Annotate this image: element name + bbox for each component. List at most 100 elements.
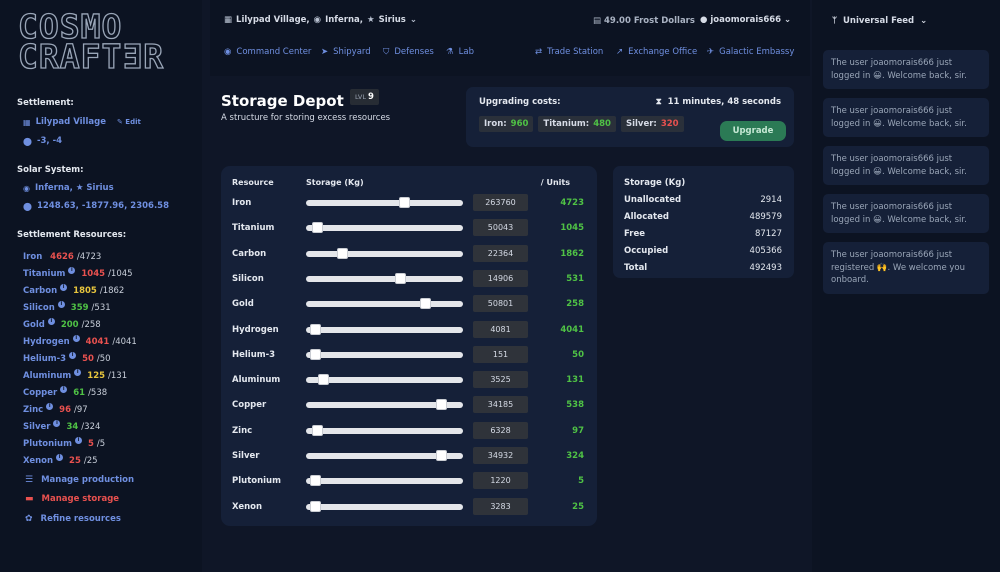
storage-value-input[interactable]: 151 [473,345,528,363]
resource-name: Hydrogen [23,336,70,347]
nav-lab[interactable]: ⚗ Lab [446,47,474,57]
slider-thumb[interactable] [310,348,322,360]
info-icon[interactable]: i [46,403,54,410]
info-icon[interactable]: i [69,352,77,359]
slider-thumb[interactable] [310,475,322,487]
storage-value-input[interactable]: 34185 [473,396,528,414]
slider-thumb[interactable] [419,298,431,310]
nav-label: Command Center [236,47,312,57]
storage-value-input[interactable]: 4081 [473,320,528,338]
resource-value: 5 [87,438,94,449]
edit-settlement-button[interactable]: ✎ Edit [116,118,141,126]
resource-row[interactable]: Helium-3 i 50/50 [23,350,137,367]
slider-thumb[interactable] [435,399,447,411]
storage-slider[interactable] [306,500,463,512]
slider-thumb[interactable] [336,247,348,259]
slider-thumb[interactable] [317,374,329,386]
table-row: Gold 50801 258 [221,295,597,317]
nav-shipyard[interactable]: ➤ Shipyard [321,47,371,57]
feed-header[interactable]: ᛘ Universal Feed ⌄ [832,16,927,26]
storage-slider[interactable] [306,272,463,284]
page-title: Storage Depot [221,92,344,110]
nav-defenses[interactable]: ⛉ Defenses [383,47,434,57]
storage-value-input[interactable]: 6328 [473,421,528,439]
resource-max: /25 [83,455,98,466]
nav-galactic-embassy[interactable]: ✈ Galactic Embassy [707,47,794,57]
slider-thumb[interactable] [435,450,447,461]
storage-value-input[interactable]: 50043 [473,219,528,237]
nav-icon: ⇄ [535,47,543,57]
resource-row[interactable]: Copper i 61/538 [23,384,137,401]
menu-item-refine-resources[interactable]: ✿ Refine resources [25,514,121,524]
info-icon[interactable]: i [60,284,68,291]
storage-slider[interactable] [306,298,463,310]
storage-value-input[interactable]: 34932 [473,447,528,464]
table-row: Copper 34185 538 [221,396,597,418]
location-selector[interactable]: ▦ Lilypad Village, ◉ Inferna, ★ Sirius ⌄ [224,15,417,25]
resource-row[interactable]: Silicon i 359/531 [23,299,137,316]
info-icon[interactable]: i [47,318,55,325]
info-icon[interactable]: i [60,386,68,393]
storage-value-input[interactable]: 3283 [473,497,528,515]
slider-thumb[interactable] [310,323,322,335]
storage-slider[interactable] [306,247,463,259]
slider-thumb[interactable] [311,424,323,436]
user-menu[interactable]: ● joaomorais666 ⌄ [700,15,791,25]
nav-trade-station[interactable]: ⇄ Trade Station [535,47,603,57]
info-icon[interactable]: i [68,267,76,274]
solar-name-row: ◉ Inferna, ★ Sirius [23,183,114,193]
storage-slider[interactable] [306,197,463,208]
info-icon[interactable]: i [74,369,82,376]
resource-row[interactable]: Xenon i 25/25 [23,452,137,469]
storage-value-input[interactable]: 22364 [473,244,528,262]
summary-value: 2914 [760,195,782,205]
cost-badge: Iron: 960 [479,116,534,132]
storage-value-input[interactable]: 3525 [473,371,528,389]
summary-row: Free 87127 [624,229,782,239]
cost-badge: Titanium: 480 [538,116,616,132]
upgrade-button[interactable]: Upgrade [720,121,786,141]
resource-row[interactable]: Plutonium i 5/5 [23,435,137,452]
resource-row[interactable]: Titanium i 1045/1045 [23,265,137,282]
storage-slider[interactable] [306,374,463,386]
resources-heading: Settlement Resources: [17,230,127,240]
resource-name: Gold [23,319,45,330]
storage-slider[interactable] [306,348,463,360]
resource-row[interactable]: Iron 4626/4723 [23,248,137,265]
resource-name: Plutonium [23,438,72,449]
resource-row[interactable]: Aluminum i 125/131 [23,367,137,384]
resource-row[interactable]: Hydrogen i 4041/4041 [23,333,137,350]
storage-slider[interactable] [306,424,463,436]
storage-value-input[interactable]: 1220 [473,472,528,490]
storage-value-input[interactable]: 263760 [473,194,528,211]
storage-value-input[interactable]: 14906 [473,269,528,287]
info-icon[interactable]: i [74,437,82,444]
storage-slider[interactable] [306,222,463,234]
info-icon[interactable]: i [57,301,65,308]
storage-slider[interactable] [306,475,463,487]
resource-value: 25 [69,455,81,466]
slider-thumb[interactable] [311,222,323,234]
slider-thumb[interactable] [399,197,411,208]
info-icon[interactable]: i [72,335,80,342]
nav-exchange-office[interactable]: ↗ Exchange Office [616,47,697,57]
storage-slider[interactable] [306,399,463,411]
storage-slider[interactable] [306,450,463,461]
slider-thumb[interactable] [395,272,407,284]
menu-label: Manage storage [41,494,120,504]
storage-value-input[interactable]: 50801 [473,295,528,313]
logo[interactable]: COSMO CRAFTƎR [17,9,188,73]
info-icon[interactable]: i [53,420,61,427]
slider-thumb[interactable] [310,500,322,512]
resource-row[interactable]: Zinc i 96/97 [23,401,137,418]
menu-item-manage-storage[interactable]: ▬ Manage storage [25,494,119,504]
resource-row[interactable]: Gold i 200/258 [23,316,137,333]
resource-row[interactable]: Carbon i 1805/1862 [23,282,137,299]
nav-command-center[interactable]: ◉ Command Center [224,47,311,57]
resource-row[interactable]: Silver i 34/324 [23,418,137,435]
info-icon[interactable]: i [56,454,64,461]
menu-item-manage-production[interactable]: ☰ Manage production [25,475,134,485]
storage-slider[interactable] [306,323,463,335]
menu-label: Manage production [41,475,135,485]
table-row: Plutonium 1220 5 [221,472,597,494]
